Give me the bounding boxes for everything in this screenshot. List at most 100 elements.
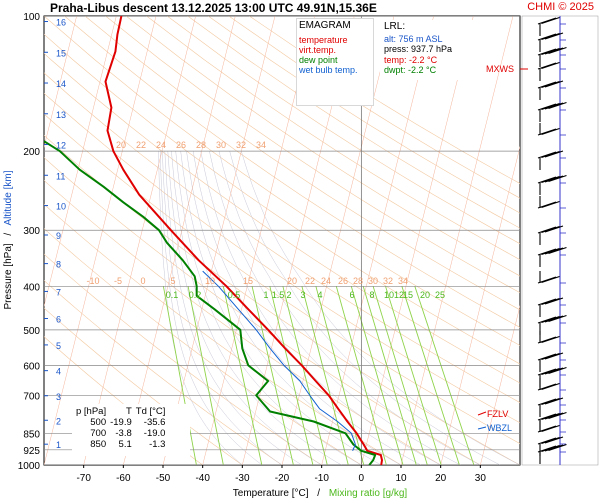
wind-barb-flag <box>544 436 564 444</box>
wind-barb-flag <box>537 33 557 41</box>
altitude-tick-label: 9 <box>56 231 61 241</box>
wind-barb-flag <box>537 151 557 159</box>
wind-barb-flag <box>537 248 557 256</box>
wind-barb <box>537 80 566 100</box>
mixing-ratio-label: 25 <box>435 290 445 300</box>
altitude-tick-label: 3 <box>56 392 61 402</box>
wind-barb <box>537 420 566 433</box>
dry-adiabat <box>84 16 520 311</box>
mixing-ratio-label: 15 <box>403 290 413 300</box>
isotherm-label: -10 <box>86 276 99 286</box>
altitude-tick-label: 16 <box>56 18 66 28</box>
mxws-label: MXWS <box>486 64 514 74</box>
wind-barb-flag <box>537 353 557 361</box>
ptd-header-p: p [hPa] <box>76 406 107 417</box>
x-axis-title-mixing: Mixing ratio [g/kg] <box>329 488 408 499</box>
lrl-info: LRL: alt: 756 m ASL press: 937.7 hPa tem… <box>380 20 480 80</box>
wind-barb <box>537 225 566 245</box>
wind-barb-flag <box>541 275 560 284</box>
lrl-dwpt: dwpt: -2.2 °C <box>384 65 437 75</box>
mixing-ratio-label: 4 <box>317 290 322 300</box>
isotherm-label: 10 <box>205 276 215 286</box>
isotherm <box>202 16 315 465</box>
isotherm <box>83 16 196 465</box>
wind-barb-flag <box>541 297 560 306</box>
ptd-table: p [hPa] T Td [°C] 500 -19.9 -35.6 700 -3… <box>76 406 169 450</box>
ptd-cell: -1.3 <box>149 439 166 450</box>
x-axis-title: Temperature [°C] / Mixing ratio [g/kg] <box>233 488 408 499</box>
x-tick-label: -50 <box>156 473 171 484</box>
isotherm <box>480 304 520 465</box>
wind-barb-flag <box>548 174 567 183</box>
wind-barb-flag <box>548 366 567 375</box>
lrl-header: LRL: <box>384 21 406 32</box>
isotherm-label: -5 <box>114 276 122 286</box>
x-tick-label: 10 <box>395 473 407 484</box>
wind-barb-flag <box>548 46 567 55</box>
wind-barb-flag <box>537 298 557 306</box>
isotherm-label: 30 <box>216 140 226 150</box>
x-tick-label: -30 <box>235 473 250 484</box>
altitude-tick-label: 1 <box>56 440 61 450</box>
wind-barb-flag <box>548 314 567 323</box>
pressure-tick-label: 500 <box>23 326 40 337</box>
pressure-tick-label: 200 <box>23 147 40 158</box>
dry-adiabat <box>125 16 520 277</box>
mixing-ratio-label: 10 <box>384 290 394 300</box>
wind-barb-flag <box>544 247 564 255</box>
wind-barb-flag <box>544 102 564 110</box>
series-line-temperature <box>104 16 383 465</box>
x-tick-label: 30 <box>475 473 487 484</box>
wind-barb-flag <box>537 445 557 453</box>
dry-adiabat <box>44 72 520 403</box>
wind-barb-flag <box>544 412 564 420</box>
x-tick-label: 0 <box>359 473 365 484</box>
wind-barb-flag <box>544 32 564 40</box>
mixing-ratio-line <box>401 286 460 465</box>
wind-barb-flag <box>541 382 560 391</box>
wind-barb-flag <box>537 368 557 376</box>
altitude-tick-label: 13 <box>56 110 66 120</box>
wind-barb-flag <box>541 367 560 376</box>
isotherm-label: 24 <box>156 140 166 150</box>
ptd-cell: -3.8 <box>115 428 132 439</box>
pressure-tick-label: 400 <box>23 282 40 293</box>
mixing-ratio-line <box>372 286 428 465</box>
dry-adiabat <box>105 16 520 294</box>
lrl-alt: alt: 756 m ASL <box>384 33 443 44</box>
wind-barb-flag <box>541 444 560 453</box>
wind-barb-flag <box>544 175 564 183</box>
isotherm <box>44 16 157 465</box>
wind-barb <box>537 174 567 195</box>
mixing-ratio-label: 0.5 <box>228 290 241 300</box>
series-line-wet-bulb-temp <box>202 270 356 452</box>
isotherm <box>281 16 395 465</box>
mixing-ratio-label: 6 <box>349 290 354 300</box>
isotherm-label: 28 <box>196 140 206 150</box>
pressure-tick-label: 850 <box>23 429 40 440</box>
wind-barb <box>537 150 566 170</box>
wind-barb <box>537 331 566 344</box>
altitude-tick-label: 8 <box>56 260 61 270</box>
wind-barb <box>537 32 566 52</box>
chart-title: Praha-Libus descent 13.12.2025 13:00 UTC… <box>50 1 377 15</box>
wind-barb <box>537 352 566 372</box>
wind-barb <box>537 378 566 391</box>
mixing-ratio-label: 0.1 <box>166 290 179 300</box>
wind-barb-flag <box>537 176 557 184</box>
dry-adiabat <box>228 16 520 199</box>
ptd-cell: 700 <box>90 428 107 439</box>
ptd-cell: -35.6 <box>143 417 166 428</box>
altitude-tick-label: 10 <box>56 202 66 212</box>
dry-adiabat <box>44 16 520 346</box>
mixing-ratio-label: 1 <box>263 290 268 300</box>
wind-barb-flag <box>548 411 567 420</box>
wind-barb-flag <box>541 175 560 184</box>
wind-barb-flag <box>544 397 564 405</box>
dry-adiabat <box>146 16 520 261</box>
dry-adiabat <box>167 16 520 245</box>
wind-barb <box>537 246 567 267</box>
altitude-tick-label: 2 <box>56 416 61 426</box>
legend-header: EMAGRAM <box>299 20 351 31</box>
